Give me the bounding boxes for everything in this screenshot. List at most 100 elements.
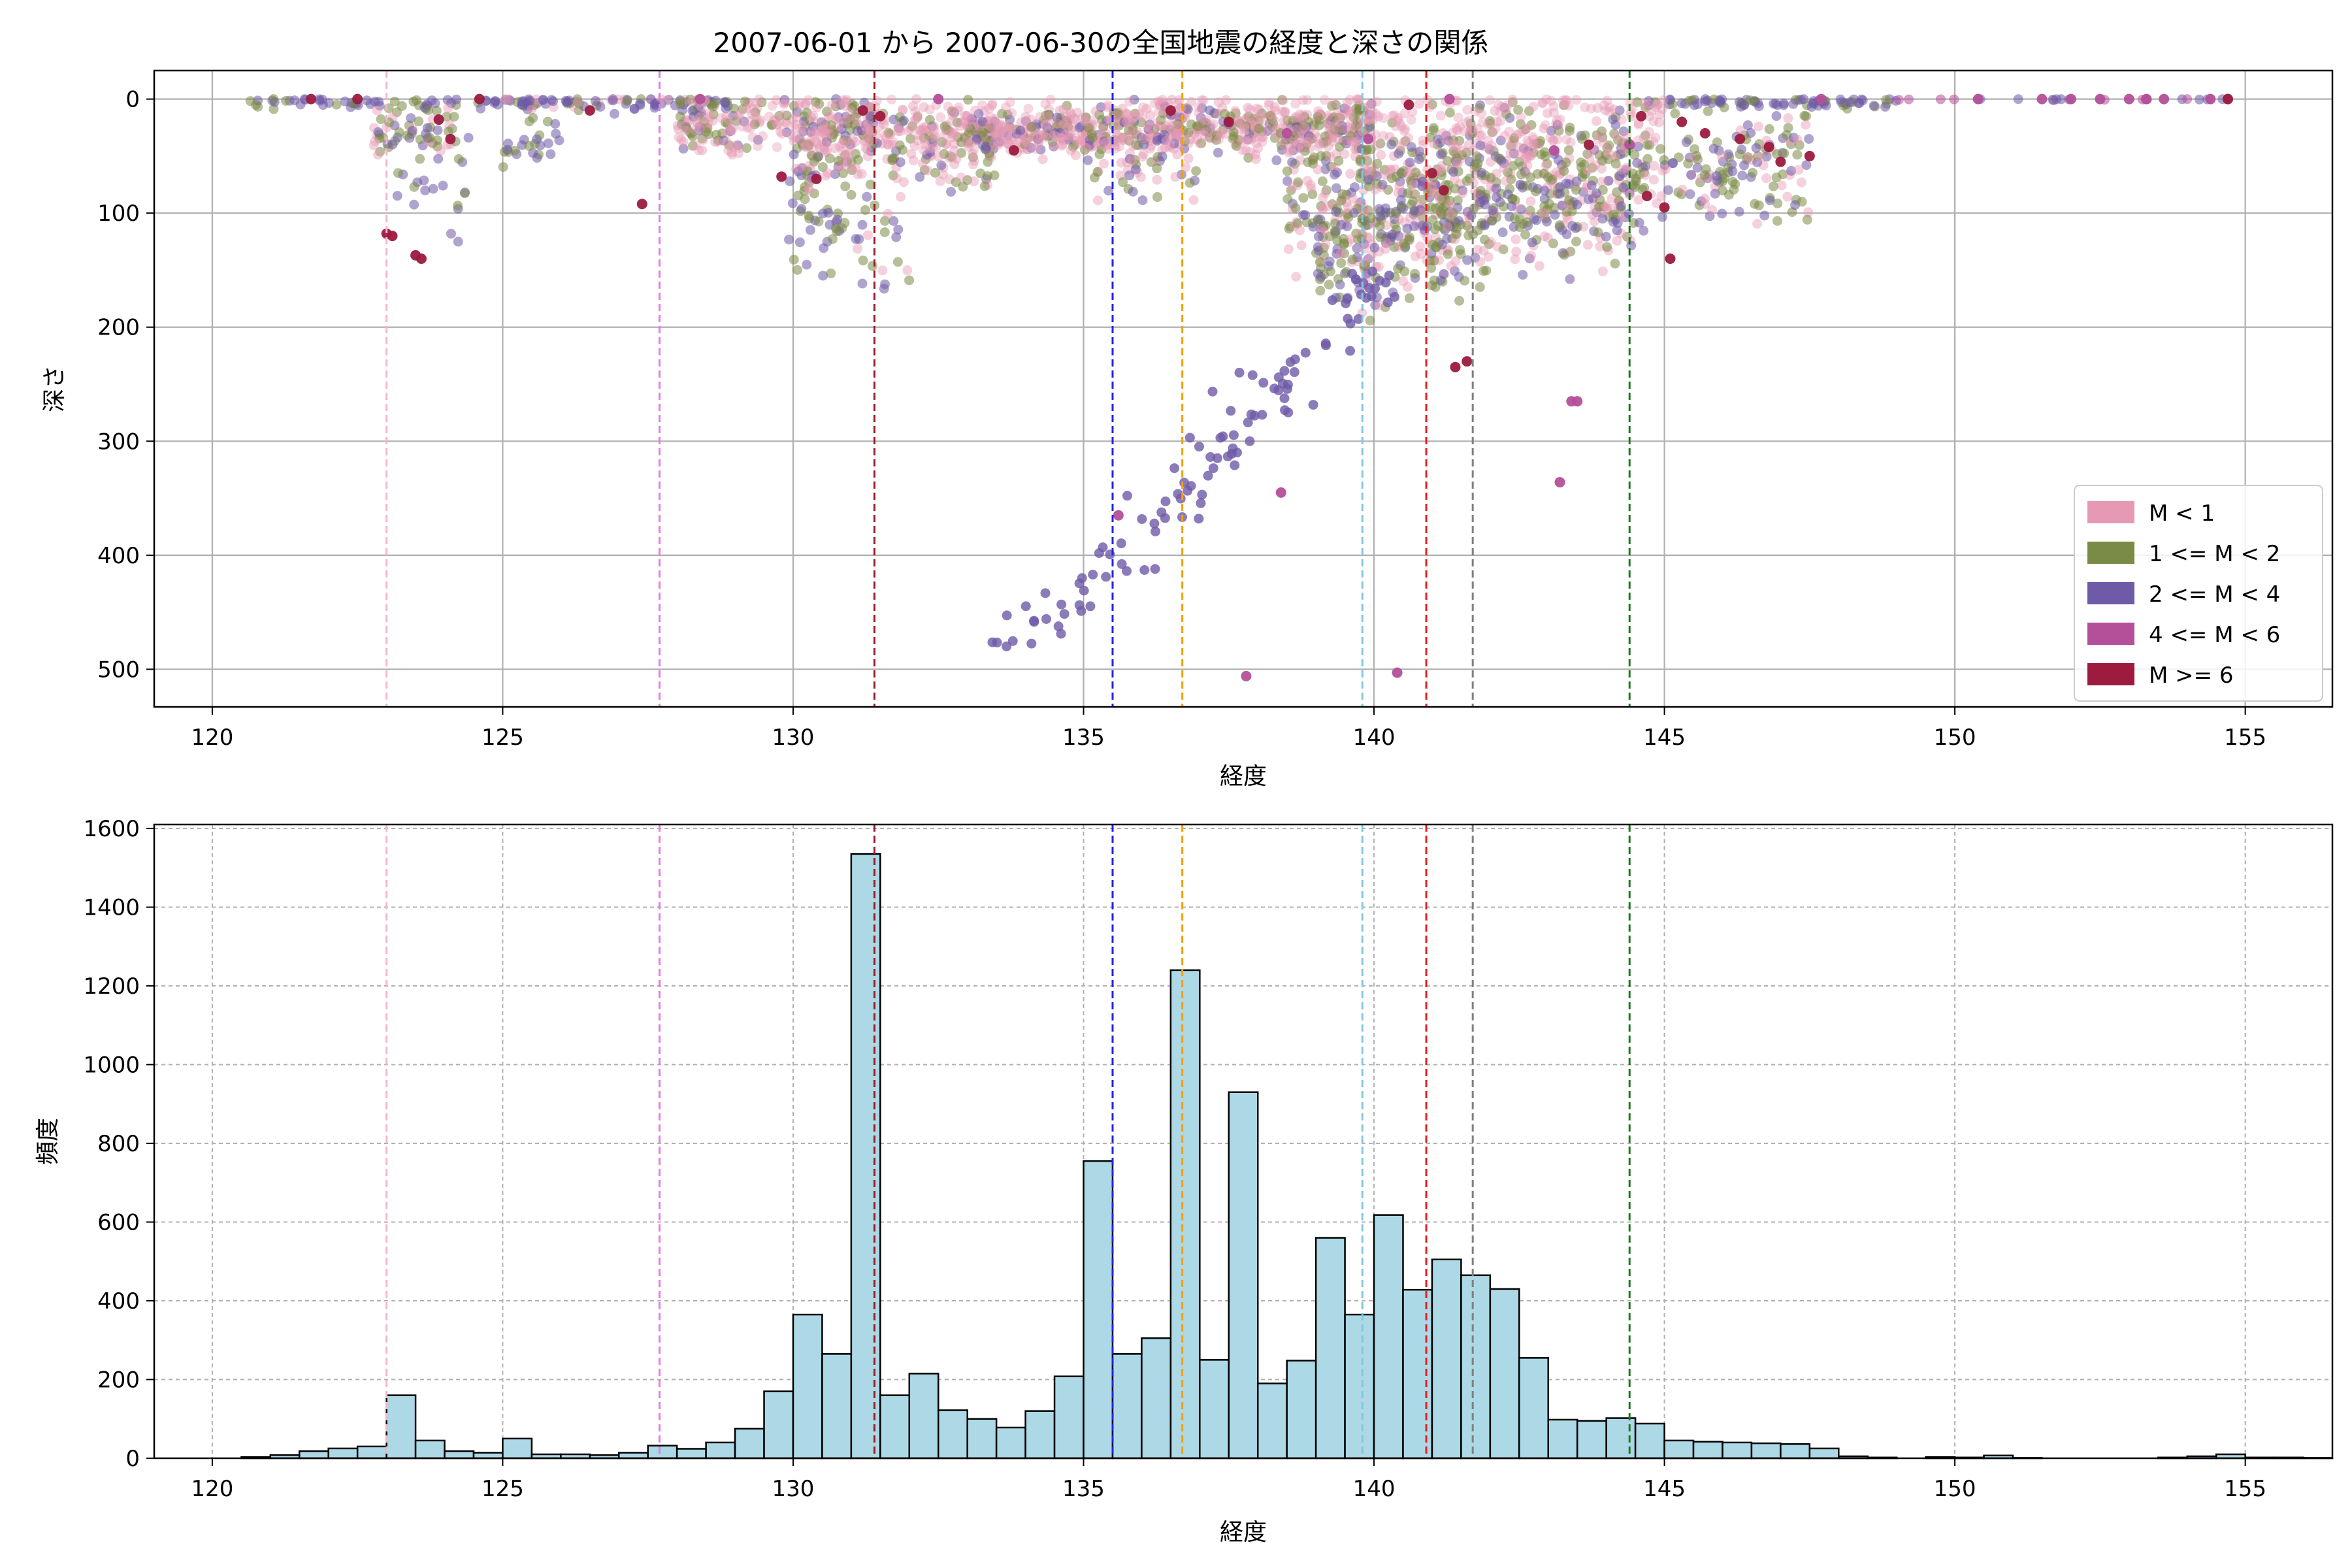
scatter-point xyxy=(1505,148,1516,159)
scatter-point xyxy=(1316,272,1326,282)
scatter-point xyxy=(1359,244,1369,254)
histogram-y-tick-label: 400 xyxy=(97,1288,140,1315)
scatter-point xyxy=(433,154,444,164)
scatter-point xyxy=(1511,130,1522,140)
scatter-point xyxy=(1492,242,1503,252)
scatter-point-m4 xyxy=(1548,145,1560,156)
scatter-point xyxy=(1754,101,1764,112)
scatter-point xyxy=(819,144,830,155)
scatter-point xyxy=(1492,116,1503,127)
scatter-point xyxy=(1552,135,1563,145)
scatter-point xyxy=(1759,210,1770,221)
scatter-point xyxy=(1522,123,1532,133)
scatter-point xyxy=(838,95,849,105)
scatter-point xyxy=(1542,216,1552,227)
scatter-point xyxy=(1576,134,1587,144)
scatter-point xyxy=(960,110,970,121)
scatter-point xyxy=(969,176,979,187)
scatter-point xyxy=(1463,139,1474,150)
scatter-point xyxy=(1501,108,1512,119)
scatter-point xyxy=(793,100,804,110)
scatter-point xyxy=(1600,105,1610,116)
scatter-point xyxy=(1228,430,1239,440)
scatter-point xyxy=(1192,122,1203,132)
scatter-point xyxy=(1264,100,1274,110)
scatter-point xyxy=(1499,163,1509,174)
scatter-point-m5 xyxy=(1636,110,1647,122)
scatter-point xyxy=(1458,185,1468,195)
scatter-point-m5 xyxy=(2222,93,2233,105)
scatter-point xyxy=(1475,257,1486,267)
scatter-point xyxy=(1128,140,1139,151)
scatter-point xyxy=(1034,137,1044,148)
scatter-point xyxy=(1416,248,1426,259)
scatter-point xyxy=(938,169,949,180)
scatter-point xyxy=(1718,186,1728,196)
histogram-x-ticks: 120 125 130 135 140 145 150 155 xyxy=(191,1458,2266,1502)
scatter-point xyxy=(1507,97,1518,107)
scatter-point xyxy=(1000,134,1010,144)
scatter-point xyxy=(1330,226,1340,237)
scatter-point xyxy=(1543,108,1553,118)
scatter-point xyxy=(1634,218,1644,228)
scatter-point xyxy=(1387,229,1397,240)
scatter-point xyxy=(1366,99,1377,109)
scatter-point xyxy=(1343,202,1353,212)
scatter-point xyxy=(1246,135,1256,145)
scatter-point xyxy=(1520,152,1531,163)
scatter-point xyxy=(1170,172,1181,182)
scatter-point xyxy=(796,127,807,138)
scatter-point xyxy=(823,123,834,134)
scatter-point xyxy=(851,162,861,172)
scatter-point xyxy=(780,97,791,107)
scatter-point xyxy=(757,97,767,108)
scatter-point xyxy=(1154,106,1164,117)
scatter-point xyxy=(919,135,930,145)
scatter-point xyxy=(1652,99,1663,110)
scatter-point xyxy=(995,119,1005,129)
scatter-point-m5 xyxy=(387,231,398,242)
scatter-point xyxy=(1201,115,1212,125)
scatter-point xyxy=(1379,165,1390,175)
scatter-point xyxy=(977,116,988,127)
scatter-point xyxy=(919,145,929,155)
scatter-point xyxy=(701,127,711,137)
histogram-x-tick-label: 140 xyxy=(1353,1476,1396,1502)
scatter-point xyxy=(1542,158,1552,169)
scatter-point xyxy=(946,187,956,197)
scatter-point xyxy=(1366,166,1377,176)
scatter-point xyxy=(1365,109,1375,120)
scatter-point xyxy=(1098,122,1108,133)
scatter-point xyxy=(838,168,848,178)
scatter-point xyxy=(1548,135,1558,145)
scatter-point xyxy=(1264,97,1275,108)
scatter-point xyxy=(675,111,685,122)
scatter-point xyxy=(917,158,928,169)
scatter-point xyxy=(476,103,486,114)
scatter-point xyxy=(953,105,963,116)
histogram-bar xyxy=(1489,1288,1520,1460)
scatter-point xyxy=(1563,145,1574,155)
scatter-point xyxy=(375,146,385,157)
scatter-point xyxy=(915,172,925,182)
scatter-point xyxy=(740,96,750,106)
scatter-point xyxy=(1764,124,1774,135)
scatter-point xyxy=(1644,127,1654,137)
scatter-point xyxy=(1124,133,1135,143)
scatter-point xyxy=(1346,118,1356,128)
scatter-point-m4 xyxy=(1281,128,1292,139)
scatter-point xyxy=(1595,129,1606,140)
scatter-point xyxy=(1565,274,1575,284)
scatter-point xyxy=(1596,163,1607,174)
scatter-point xyxy=(1414,146,1425,157)
scatter-point xyxy=(779,99,789,110)
scatter-point xyxy=(546,95,557,105)
scatter-point xyxy=(1096,102,1106,112)
histogram-bar xyxy=(1780,1443,1811,1460)
scatter-point xyxy=(1482,119,1493,129)
scatter-point xyxy=(913,130,924,140)
scatter-point xyxy=(925,147,936,157)
scatter-point xyxy=(678,144,689,154)
scatter-point xyxy=(517,140,527,150)
histogram-bar xyxy=(647,1445,678,1460)
